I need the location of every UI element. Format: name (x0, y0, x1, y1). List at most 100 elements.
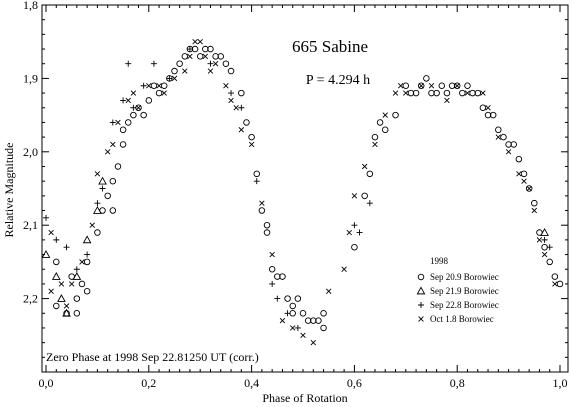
legend-title: 1998 (430, 256, 449, 266)
point-x (397, 83, 404, 89)
plot-frame (41, 4, 569, 373)
point-circle (433, 89, 440, 97)
point-x (516, 171, 522, 177)
point-circle (294, 295, 302, 302)
point-triangle (51, 272, 61, 280)
point-circle (284, 295, 291, 302)
x-tick-label: 0,2 (141, 376, 156, 390)
point-circle (351, 243, 358, 251)
legend-marker-circle (417, 273, 425, 281)
point-circle (464, 82, 471, 89)
point-x (552, 281, 558, 287)
period-annotation: P = 4.294 h (306, 73, 370, 88)
chart-title: 665 Sabine (292, 37, 368, 56)
point-x (63, 303, 70, 309)
point-x (300, 332, 306, 339)
point-x (372, 141, 378, 148)
point-circle (381, 126, 389, 134)
point-x (310, 339, 316, 346)
point-x (403, 90, 409, 96)
point-x (197, 38, 203, 45)
x-tick-label: 0,6 (347, 376, 362, 390)
series-plus (43, 46, 553, 331)
point-x (202, 53, 209, 60)
point-x (279, 317, 286, 324)
y-tick-label: 1,8 (23, 0, 38, 12)
point-circle (551, 273, 559, 280)
point-x (110, 141, 116, 148)
point-circle (53, 258, 60, 266)
point-circle (238, 89, 245, 97)
point-circle (531, 199, 538, 207)
point-circle (227, 67, 235, 75)
legend: 1998 Sep 20.9 Borowiec Sep 21.9 Borowiec S… (416, 256, 499, 324)
axis-tick-labels: 0,0 0,2 0,4 0,6 0,8 1,0 1,8 1,9 2,0 2,1 2,2 (23, 0, 568, 390)
point-plus (166, 75, 173, 82)
point-x (207, 68, 214, 74)
point-circle (263, 229, 271, 236)
point-circle (453, 82, 461, 89)
point-triangle (41, 250, 51, 258)
point-plus (150, 60, 157, 67)
point-circle (217, 53, 225, 60)
point-circle (268, 265, 276, 273)
point-circle (438, 82, 446, 89)
series-triangle (41, 176, 549, 317)
point-plus (269, 280, 276, 287)
point-circle (196, 53, 204, 60)
point-x (161, 90, 167, 96)
y-axis-label: Relative Magnitude (2, 143, 16, 238)
point-circle (304, 317, 312, 324)
point-x (79, 259, 85, 265)
point-circle (73, 310, 81, 317)
x-tick-label: 0,0 (39, 376, 54, 390)
point-circle (83, 288, 91, 295)
point-x (187, 53, 193, 60)
point-plus (294, 324, 301, 331)
y-tick-label: 1,9 (23, 71, 38, 85)
axis-ticks (42, 4, 568, 372)
point-triangle (98, 176, 107, 185)
point-x (495, 134, 502, 140)
point-circle (289, 310, 296, 317)
point-circle (556, 280, 564, 288)
point-circle (124, 119, 132, 126)
point-circle (279, 273, 286, 280)
y-tick-label: 2,0 (23, 145, 38, 159)
point-x (536, 237, 543, 243)
point-circle (94, 229, 101, 236)
point-x (454, 83, 460, 89)
point-circle (407, 89, 415, 97)
point-circle (371, 133, 379, 141)
point-plus (228, 90, 235, 97)
point-circle (320, 310, 327, 317)
point-x (346, 229, 352, 236)
point-plus (125, 60, 132, 67)
point-circle (212, 53, 219, 60)
point-circle (248, 133, 255, 141)
point-circle (428, 89, 435, 97)
point-x (238, 127, 245, 133)
series-circle (53, 45, 564, 332)
point-plus (130, 104, 137, 111)
point-triangle (93, 205, 102, 214)
point-circle (500, 133, 507, 141)
point-plus (274, 295, 281, 302)
point-circle (140, 111, 147, 119)
point-x (130, 90, 137, 96)
point-circle (392, 111, 399, 119)
point-circle (525, 185, 533, 192)
legend-marker-x (418, 316, 424, 322)
point-circle (423, 75, 430, 82)
point-plus (84, 251, 91, 258)
point-x (104, 149, 111, 155)
point-circle (263, 221, 271, 229)
point-circle (78, 280, 86, 288)
point-x (48, 288, 54, 294)
y-tick-label: 2,1 (23, 218, 38, 232)
point-circle (109, 207, 117, 214)
point-circle (202, 45, 209, 53)
point-circle (448, 82, 456, 89)
point-circle (243, 119, 250, 126)
